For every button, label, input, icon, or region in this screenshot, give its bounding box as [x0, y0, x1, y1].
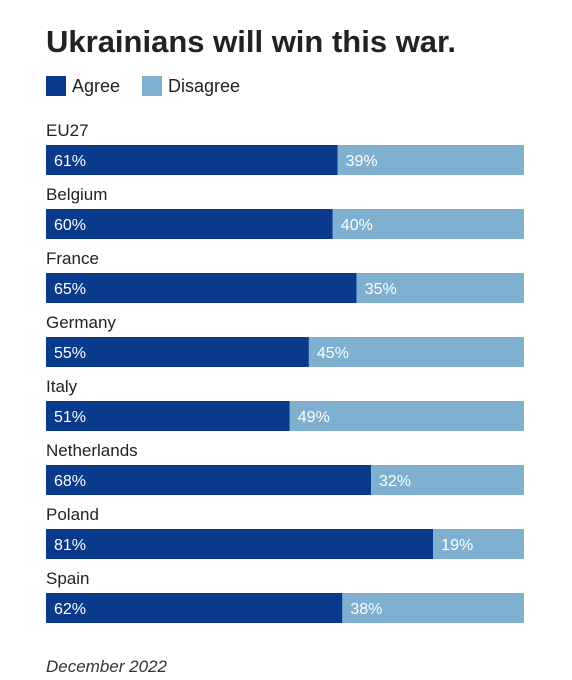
bar-disagree	[342, 593, 524, 623]
bar-row-germany: Germany 55% 45%	[46, 313, 524, 367]
bar-row-spain: Spain 62% 38%	[46, 569, 524, 623]
bar-agree	[46, 465, 372, 495]
value-label-agree: 55%	[54, 345, 86, 362]
legend-label-disagree: Disagree	[168, 76, 240, 96]
value-label-disagree: 49%	[298, 409, 330, 426]
category-label: Germany	[46, 313, 116, 332]
value-label-agree: 81%	[54, 537, 86, 554]
bar-row-netherlands: Netherlands 68% 32%	[46, 441, 524, 495]
bar-row-italy: Italy 51% 49%	[46, 377, 524, 431]
footer-date: December 2022	[46, 657, 168, 676]
bar-agree	[46, 593, 343, 623]
bar-row-eu27: EU27 61% 39%	[46, 121, 524, 175]
bar-agree	[46, 401, 290, 431]
bar-agree	[46, 337, 309, 367]
category-label: Spain	[46, 569, 89, 588]
legend: Agree Disagree	[46, 76, 240, 96]
value-label-agree: 51%	[54, 409, 86, 426]
category-label: EU27	[46, 121, 89, 140]
category-label: Italy	[46, 377, 78, 396]
legend-label-agree: Agree	[72, 76, 120, 96]
value-label-agree: 60%	[54, 217, 86, 234]
chart-title: Ukrainians will win this war.	[46, 24, 456, 59]
category-label: France	[46, 249, 99, 268]
value-label-agree: 62%	[54, 601, 86, 618]
category-label: Netherlands	[46, 441, 138, 460]
bar-disagree	[337, 145, 524, 175]
bar-agree	[46, 209, 333, 239]
bar-disagree	[289, 401, 524, 431]
bar-agree	[46, 529, 434, 559]
legend-swatch-agree	[46, 76, 66, 96]
bar-row-poland: Poland 81% 19%	[46, 505, 524, 559]
bar-disagree	[356, 273, 524, 303]
value-label-disagree: 39%	[346, 153, 378, 170]
category-label: Poland	[46, 505, 99, 524]
value-label-disagree: 45%	[317, 345, 349, 362]
bar-row-belgium: Belgium 60% 40%	[46, 185, 524, 239]
value-label-agree: 61%	[54, 153, 86, 170]
bar-disagree	[308, 337, 524, 367]
bar-disagree	[332, 209, 524, 239]
bar-disagree	[433, 529, 524, 559]
value-label-disagree: 35%	[365, 281, 397, 298]
value-label-disagree: 40%	[341, 217, 373, 234]
bar-agree	[46, 145, 338, 175]
value-label-disagree: 19%	[441, 537, 473, 554]
category-label: Belgium	[46, 185, 107, 204]
bar-row-france: France 65% 35%	[46, 249, 524, 303]
legend-swatch-disagree	[142, 76, 162, 96]
value-label-agree: 65%	[54, 281, 86, 298]
bars: EU27 61% 39% Belgium 60% 40% France 65% 35% Germa…	[46, 121, 524, 623]
value-label-disagree: 38%	[350, 601, 382, 618]
value-label-disagree: 32%	[379, 473, 411, 490]
bar-agree	[46, 273, 357, 303]
value-label-agree: 68%	[54, 473, 86, 490]
bar-disagree	[371, 465, 524, 495]
